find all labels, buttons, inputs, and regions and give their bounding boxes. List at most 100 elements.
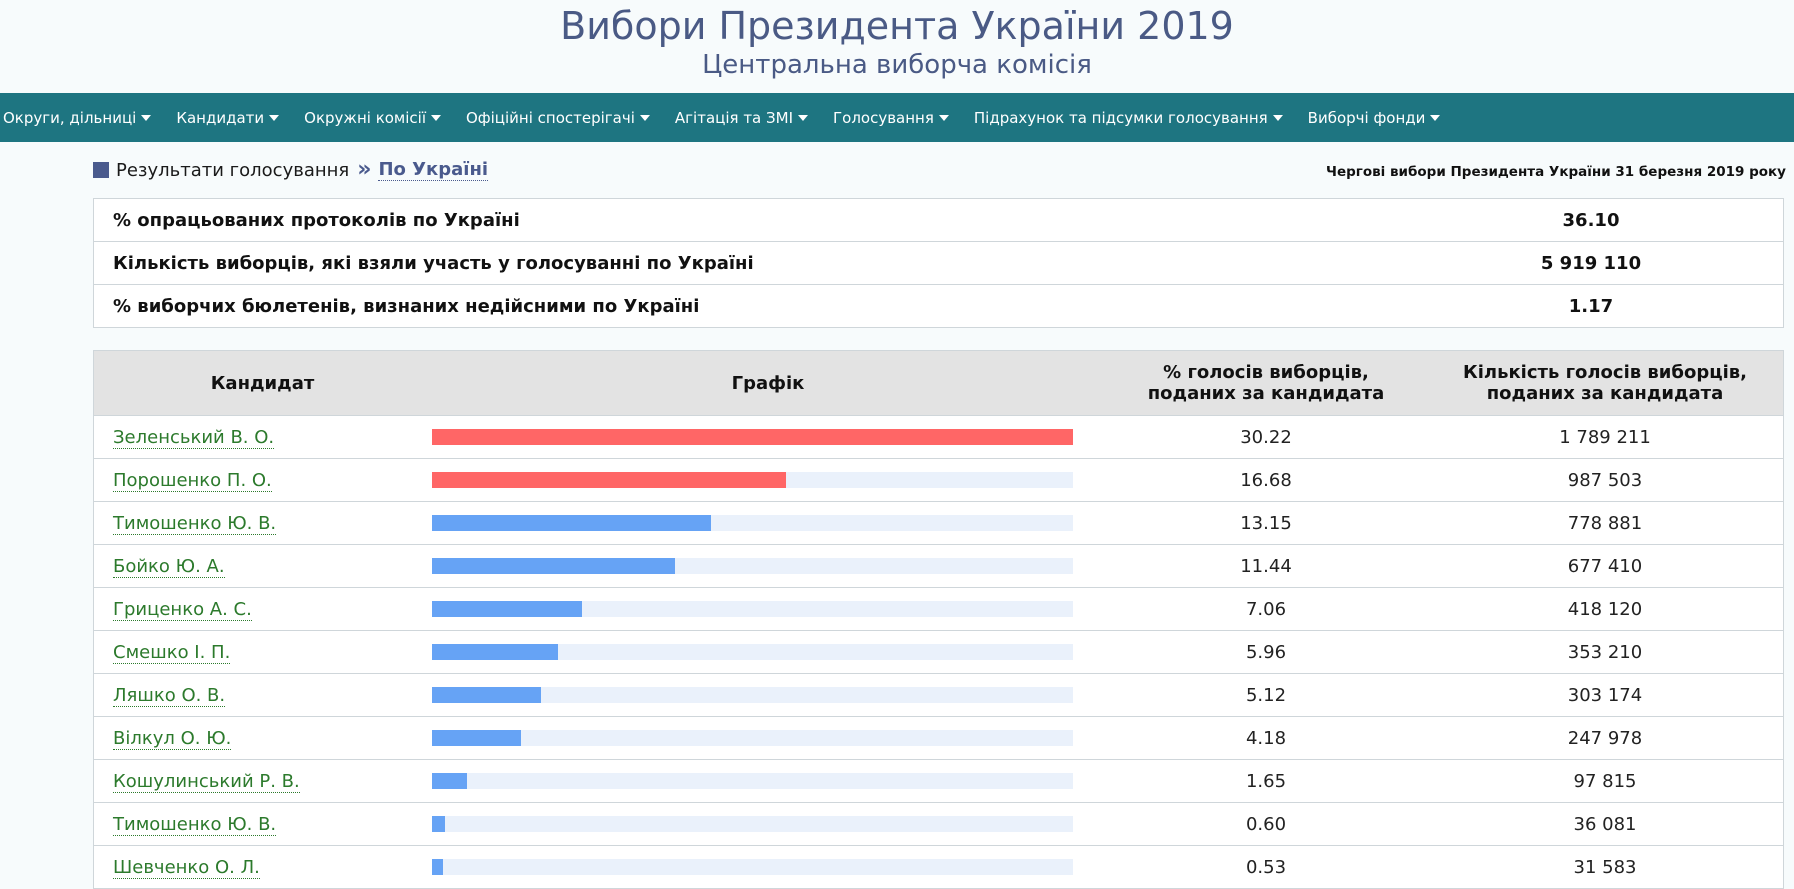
table-row: % виборчих бюлетенів, визнаних недійсним… (93, 284, 1784, 328)
graph-cell (431, 759, 1105, 803)
caret-down-icon (1272, 114, 1283, 121)
candidate-link[interactable]: Порошенко П. О. (113, 469, 272, 492)
candidate-link[interactable]: Смешко І. П. (113, 641, 231, 664)
bar-track (432, 687, 1073, 703)
header-candidate: Кандидат (93, 350, 431, 416)
nav-item-label: Агітація та ЗМІ (674, 108, 793, 127)
votes-cell: 987 503 (1427, 458, 1784, 502)
vote-share-bar (432, 859, 444, 875)
nav-item-label: Виборчі фонди (1307, 108, 1426, 127)
vote-share-bar (432, 730, 521, 746)
percent-cell: 4.18 (1105, 716, 1427, 760)
table-row: Зеленський В. О. 30.22 1 789 211 (93, 415, 1784, 459)
results-body: Зеленський В. О. 30.22 1 789 211 Порошенко … (93, 415, 1784, 889)
candidate-link[interactable]: Тимошенко Ю. В. (113, 512, 277, 535)
bar-track (432, 859, 1073, 875)
graph-cell (431, 673, 1105, 717)
candidate-cell: Вілкул О. Ю. (93, 716, 431, 760)
candidate-link[interactable]: Ляшко О. В. (113, 684, 226, 707)
results-table: Кандидат Графік % голосів виборців, пода… (93, 350, 1784, 889)
bar-track (432, 558, 1073, 574)
breadcrumb-current-link[interactable]: По Україні (378, 159, 489, 181)
graph-cell (431, 501, 1105, 545)
candidate-cell: Кошулинський Р. В. (93, 759, 431, 803)
percent-cell: 0.60 (1105, 802, 1427, 846)
votes-cell: 778 881 (1427, 501, 1784, 545)
nav-item-label: Кандидати (176, 108, 265, 127)
header-count-line1: Кількість голосів виборців, (1463, 362, 1747, 383)
candidate-link[interactable]: Вілкул О. Ю. (113, 727, 232, 750)
header-percent: % голосів виборців, поданих за кандидата (1105, 350, 1427, 416)
graph-cell (431, 458, 1105, 502)
summary-stats-table: % опрацьованих протоколів по Україні 36.… (93, 198, 1784, 328)
header-percent-line1: % голосів виборців, (1163, 362, 1369, 383)
nav-item-counting-results[interactable]: Підрахунок та підсумки голосування (971, 109, 1305, 127)
table-row: Вілкул О. Ю. 4.18 247 978 (93, 716, 1784, 760)
main-nav: Округи, дільниці Кандидати Окружні коміс… (0, 93, 1794, 142)
candidate-link[interactable]: Зеленський В. О. (113, 426, 275, 449)
votes-cell: 677 410 (1427, 544, 1784, 588)
votes-cell: 247 978 (1427, 716, 1784, 760)
votes-cell: 353 210 (1427, 630, 1784, 674)
nav-item-agitation-media[interactable]: Агітація та ЗМІ (672, 109, 830, 127)
nav-item-candidates[interactable]: Кандидати (173, 109, 301, 127)
nav-item-election-funds[interactable]: Виборчі фонди (1305, 109, 1463, 127)
candidate-cell: Порошенко П. О. (93, 458, 431, 502)
graph-cell (431, 845, 1105, 889)
vote-share-bar (432, 687, 541, 703)
table-row: Ляшко О. В. 5.12 303 174 (93, 673, 1784, 717)
bar-track (432, 773, 1073, 789)
election-title: Чергові вибори Президента України 31 бер… (1326, 164, 1786, 180)
votes-cell: 1 789 211 (1427, 415, 1784, 459)
nav-item-district-commissions[interactable]: Окружні комісії (301, 109, 463, 127)
header-graph: Графік (431, 350, 1105, 416)
nav-item-voting[interactable]: Голосування (830, 109, 971, 127)
table-header-row: Кандидат Графік % голосів виборців, пода… (93, 350, 1784, 416)
bar-track (432, 429, 1073, 445)
percent-cell: 11.44 (1105, 544, 1427, 588)
page-subtitle: Центральна виборча комісія (702, 50, 1092, 80)
table-row: Бойко Ю. А. 11.44 677 410 (93, 544, 1784, 588)
header-percent-line2: поданих за кандидата (1147, 383, 1385, 404)
table-row: Тимошенко Ю. В. 0.60 36 081 (93, 802, 1784, 846)
nav-item-observers[interactable]: Офіційні спостерігачі (463, 109, 672, 127)
votes-cell: 36 081 (1427, 802, 1784, 846)
votes-cell: 303 174 (1427, 673, 1784, 717)
breadcrumb: Результати голосування » По Україні Черг… (93, 157, 1786, 183)
candidate-link[interactable]: Кошулинський Р. В. (113, 770, 300, 793)
candidate-cell: Тимошенко Ю. В. (93, 501, 431, 545)
vote-share-bar (432, 429, 1073, 445)
candidate-cell: Зеленський В. О. (93, 415, 431, 459)
page-header: Вибори Президента України 2019 Центральн… (0, 0, 1794, 93)
votes-cell: 97 815 (1427, 759, 1784, 803)
table-row: Смешко І. П. 5.96 353 210 (93, 630, 1784, 674)
table-row: Тимошенко Ю. В. 13.15 778 881 (93, 501, 1784, 545)
candidate-link[interactable]: Бойко Ю. А. (113, 555, 225, 578)
graph-cell (431, 544, 1105, 588)
percent-cell: 1.65 (1105, 759, 1427, 803)
candidate-cell: Тимошенко Ю. В. (93, 802, 431, 846)
table-row: Кошулинський Р. В. 1.65 97 815 (93, 759, 1784, 803)
graph-cell (431, 802, 1105, 846)
vote-share-bar (432, 773, 467, 789)
nav-item-label: Округи, дільниці (3, 108, 137, 127)
nav-item-label: Окружні комісії (304, 108, 426, 127)
percent-cell: 16.68 (1105, 458, 1427, 502)
caret-down-icon (798, 114, 808, 121)
bar-track (432, 515, 1073, 531)
nav-item-districts[interactable]: Округи, дільниці (0, 109, 173, 127)
caret-down-icon (141, 114, 152, 121)
nav-item-label: Офіційні спостерігачі (466, 108, 635, 127)
table-row: Шевченко О. Л. 0.53 31 583 (93, 845, 1784, 889)
header-count: Кількість голосів виборців, поданих за к… (1427, 350, 1784, 416)
vote-share-bar (432, 816, 445, 832)
nav-item-label: Голосування (833, 108, 934, 127)
table-row: Кількість виборців, які взяли участь у г… (93, 241, 1784, 285)
candidate-link[interactable]: Тимошенко Ю. В. (113, 813, 277, 836)
stat-label: Кількість виборців, які взяли участь у г… (93, 241, 1399, 285)
candidate-link[interactable]: Гриценко А. С. (113, 598, 252, 621)
candidate-link[interactable]: Шевченко О. Л. (113, 856, 260, 879)
stat-value: 5 919 110 (1399, 241, 1784, 285)
table-row: % опрацьованих протоколів по Україні 36.… (93, 198, 1784, 242)
votes-cell: 418 120 (1427, 587, 1784, 631)
